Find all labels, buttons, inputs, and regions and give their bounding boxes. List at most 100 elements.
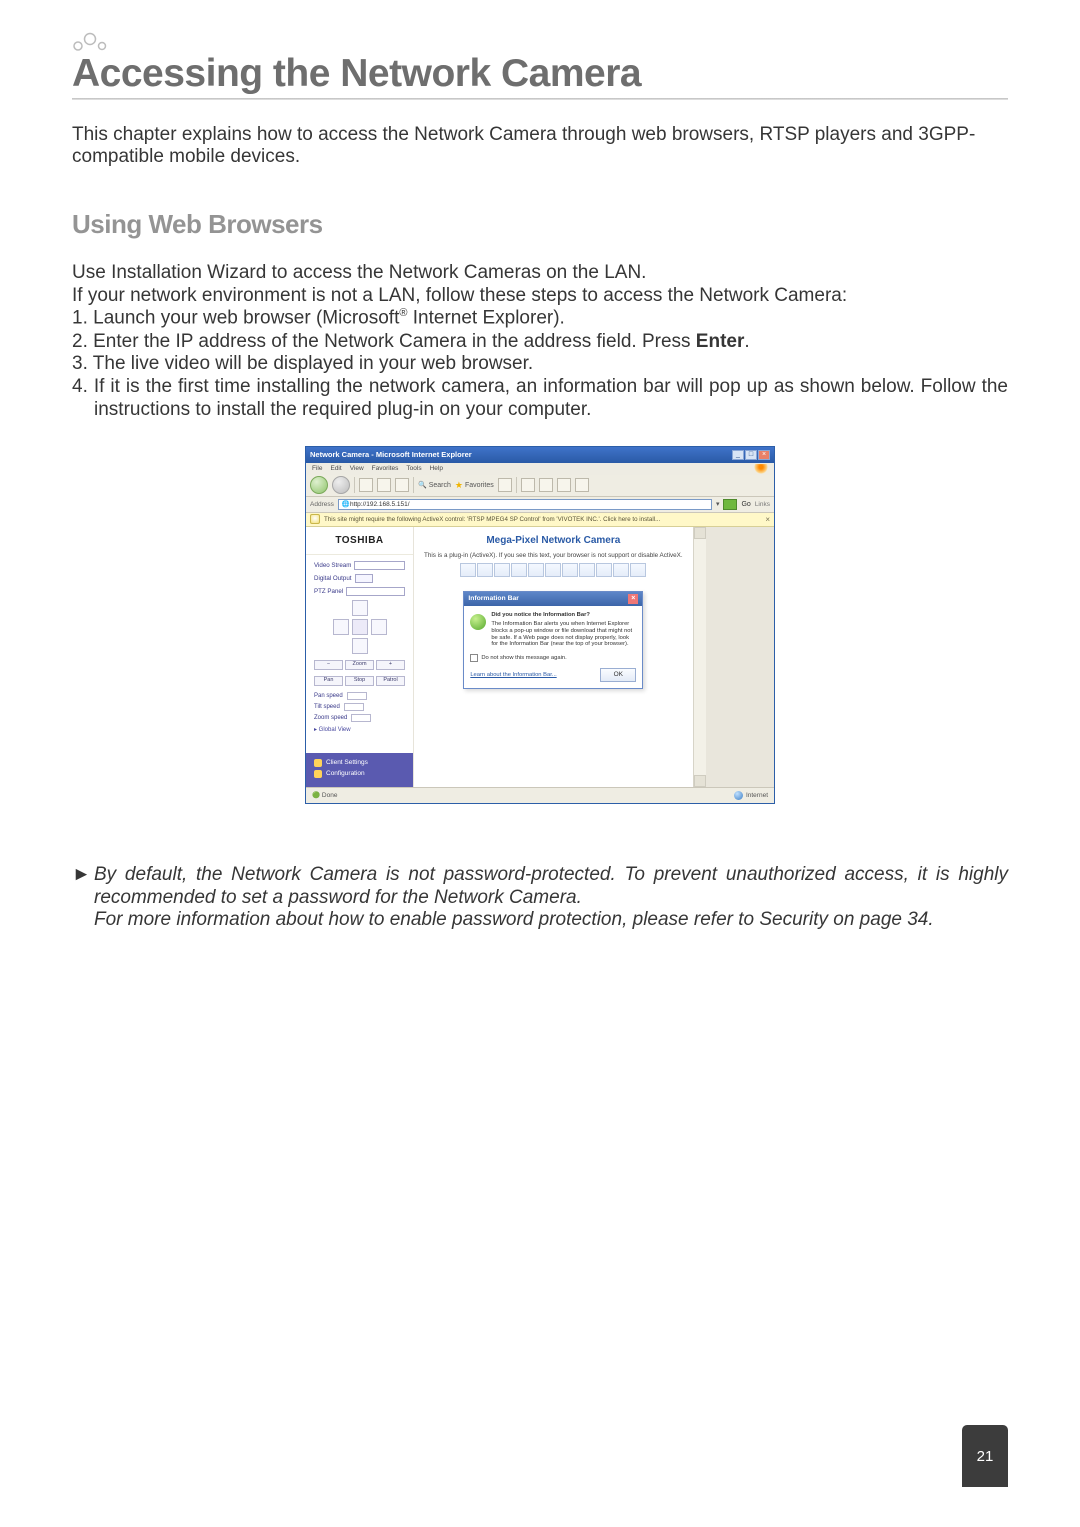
pan-button[interactable]: Pan (314, 676, 343, 686)
camera-title: Mega-Pixel Network Camera (424, 535, 683, 546)
header-circles-icon (72, 32, 112, 52)
print-icon[interactable] (539, 478, 553, 492)
menu-view[interactable]: View (350, 465, 364, 472)
toolbar-sep (413, 477, 414, 493)
ie-title-text: Network Camera - Microsoft Internet Expl… (310, 450, 472, 459)
tilt-speed-select[interactable] (344, 703, 364, 711)
ptz-dpad (333, 600, 387, 654)
close-button[interactable]: × (758, 450, 770, 460)
zoom-out-button[interactable]: − (314, 660, 343, 670)
ok-button[interactable]: OK (600, 668, 636, 682)
info-icon (470, 614, 486, 630)
cam-tool-icon[interactable] (545, 563, 561, 577)
address-dropdown-icon[interactable]: ▾ (716, 500, 720, 508)
page-number: 21 (977, 1448, 994, 1465)
scroll-up-icon[interactable] (694, 527, 706, 539)
body-line: If your network environment is not a LAN… (72, 285, 1008, 308)
dpad-left-button[interactable] (333, 619, 349, 635)
header-divider (72, 98, 1008, 100)
go-button[interactable] (723, 499, 737, 510)
forward-button[interactable] (332, 476, 350, 494)
camera-toolbar (424, 563, 683, 577)
cam-tool-icon[interactable] (511, 563, 527, 577)
pan-speed-select[interactable] (347, 692, 367, 700)
cam-tool-icon[interactable] (494, 563, 510, 577)
dpad-up-button[interactable] (352, 600, 368, 616)
menu-favorites[interactable]: Favorites (372, 465, 399, 472)
patrol-button[interactable]: Patrol (376, 676, 405, 686)
ie-window: Network Camera - Microsoft Internet Expl… (305, 446, 775, 804)
digital-output-label: Digital Output (314, 575, 352, 582)
favorites-button[interactable]: ★Favorites (455, 480, 494, 491)
menu-tools[interactable]: Tools (406, 465, 421, 472)
page-number-tab: 21 (962, 1425, 1008, 1487)
zoom-in-button[interactable]: + (376, 660, 405, 670)
edit-icon[interactable] (557, 478, 571, 492)
camera-main: Mega-Pixel Network Camera This is a plug… (414, 527, 693, 787)
refresh-icon[interactable] (377, 478, 391, 492)
cam-tool-icon[interactable] (477, 563, 493, 577)
step-1: 1. Launch your web browser (Microsoft® I… (72, 307, 1008, 330)
zoom-label: Zoom (345, 660, 374, 670)
dialog-text: The Information Bar alerts you when Inte… (491, 621, 636, 648)
maximize-button[interactable]: □ (745, 450, 757, 460)
cam-tool-icon[interactable] (613, 563, 629, 577)
history-icon[interactable] (498, 478, 512, 492)
address-input[interactable]: 🌐http://192.168.5.151/ (338, 499, 712, 510)
menu-file[interactable]: File (312, 465, 322, 472)
information-bar-dialog: Information Bar × Did you notice the Inf… (463, 591, 643, 689)
client-settings-link[interactable]: Client Settings (314, 759, 405, 767)
cam-tool-icon[interactable] (562, 563, 578, 577)
ptz-panel-label: PTZ Panel (314, 588, 343, 595)
ptz-select[interactable] (346, 587, 405, 596)
body-line: Use Installation Wizard to access the Ne… (72, 262, 1008, 285)
digital-output-toggle[interactable] (355, 574, 373, 583)
body-text: Use Installation Wizard to access the Ne… (72, 262, 1008, 422)
mail-icon[interactable] (521, 478, 535, 492)
gear-icon (314, 759, 322, 767)
brand-logo: TOSHIBA (306, 527, 413, 555)
configuration-link[interactable]: Configuration (314, 770, 405, 778)
stop-icon[interactable] (359, 478, 373, 492)
cam-tool-icon[interactable] (596, 563, 612, 577)
ie-information-bar[interactable]: This site might require the following Ac… (306, 513, 774, 527)
dpad-down-button[interactable] (352, 638, 368, 654)
menu-help[interactable]: Help (430, 465, 443, 472)
dpad-home-button[interactable] (352, 619, 368, 635)
note-arrow-icon: ► (72, 864, 94, 910)
cam-tool-icon[interactable] (579, 563, 595, 577)
toolbar-sep (354, 477, 355, 493)
scrollbar[interactable] (693, 527, 706, 787)
dialog-close-button[interactable]: × (628, 594, 638, 604)
plugin-message: This is a plug-in (ActiveX). If you see … (424, 552, 683, 559)
camera-sidebar: TOSHIBA Video Stream Digital Output PTZ … (306, 527, 414, 787)
cam-tool-icon[interactable] (460, 563, 476, 577)
zoom-speed-select[interactable] (351, 714, 371, 722)
minimize-button[interactable]: _ (732, 450, 744, 460)
home-icon[interactable] (395, 478, 409, 492)
note-line-2: For more information about how to enable… (72, 909, 1008, 932)
scroll-track[interactable] (694, 539, 706, 775)
cam-tool-icon[interactable] (528, 563, 544, 577)
links-label[interactable]: Links (755, 501, 770, 508)
ie-screenshot: Network Camera - Microsoft Internet Expl… (72, 446, 1008, 804)
status-zone: Internet (746, 792, 768, 799)
dpad-right-button[interactable] (371, 619, 387, 635)
discuss-icon[interactable] (575, 478, 589, 492)
stop-button[interactable]: Stop (345, 676, 374, 686)
back-button[interactable] (310, 476, 328, 494)
chapter-title: Accessing the Network Camera (72, 0, 1008, 96)
search-button[interactable]: 🔍Search (418, 481, 451, 489)
ie-titlebar: Network Camera - Microsoft Internet Expl… (306, 447, 774, 463)
pan-speed-label: Pan speed (314, 693, 343, 699)
step-3: 3. The live video will be displayed in y… (72, 353, 1008, 376)
cam-tool-icon[interactable] (630, 563, 646, 577)
menu-edit[interactable]: Edit (330, 465, 341, 472)
scroll-down-icon[interactable] (694, 775, 706, 787)
infobar-close-icon[interactable]: × (765, 515, 770, 524)
learn-more-link[interactable]: Learn about the Information Bar... (470, 672, 556, 678)
global-view-toggle[interactable]: ▸ Global View (314, 726, 405, 733)
go-label: Go (741, 501, 750, 508)
video-stream-select[interactable] (354, 561, 405, 570)
dont-show-checkbox[interactable] (470, 654, 478, 662)
